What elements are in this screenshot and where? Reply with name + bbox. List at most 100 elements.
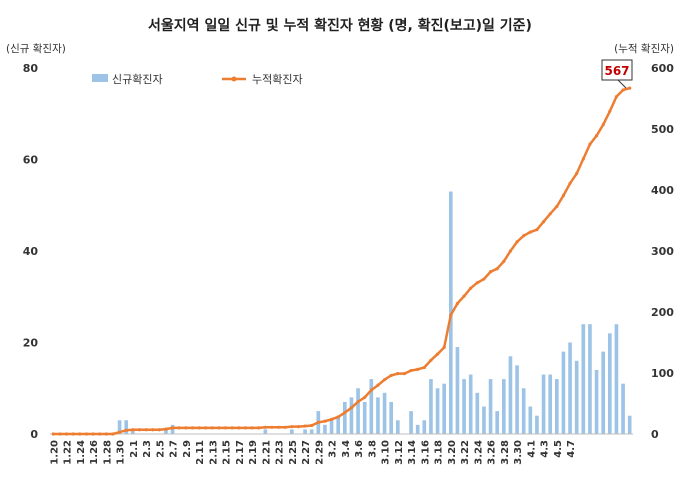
bar (329, 420, 334, 434)
final-value-callout: 567 (601, 59, 633, 89)
bar (601, 351, 606, 434)
x-tick-label: 3.20 (447, 440, 458, 465)
line-point (614, 95, 619, 99)
x-tick-label: 3.26 (487, 440, 498, 465)
x-tick-label: 4.7 (566, 440, 577, 458)
line-point (51, 432, 55, 436)
x-tick-label: 2.21 (261, 440, 272, 465)
line-point (323, 419, 327, 423)
line-point (475, 281, 479, 285)
line-point (575, 171, 579, 176)
right-axis-label: (누적 확진자) (614, 42, 674, 55)
right-tick-label: 600 (651, 62, 674, 75)
line-point (389, 373, 393, 378)
line-point (91, 432, 95, 436)
line-point (488, 270, 493, 274)
line-point (462, 294, 466, 298)
line-point (104, 432, 108, 436)
line-point (409, 368, 413, 373)
legend-swatch-bar (92, 74, 108, 82)
left-y-ticks: 0 20 40 60 80 (23, 62, 39, 441)
line-point (151, 428, 155, 432)
bar (468, 374, 473, 434)
bar (415, 424, 420, 434)
line-point (230, 426, 234, 430)
line-point (137, 428, 142, 432)
bar (614, 324, 619, 434)
x-tick-label: 2.25 (288, 440, 299, 465)
bar (349, 397, 354, 434)
bar (395, 420, 400, 434)
line-point (561, 193, 566, 198)
bar (541, 374, 546, 434)
line-point (329, 417, 334, 421)
x-tick-label: 3.24 (473, 440, 484, 465)
x-tick-label: 1.20 (49, 440, 60, 465)
bar (376, 397, 380, 434)
line-point (588, 142, 592, 146)
left-tick-label: 20 (23, 337, 39, 350)
bar (488, 379, 493, 434)
line-point (356, 400, 360, 404)
line-point (204, 426, 208, 430)
line-point (84, 432, 89, 436)
bar (515, 365, 519, 434)
bar (528, 406, 533, 434)
line-point (435, 352, 440, 356)
right-tick-label: 200 (651, 306, 674, 319)
x-tick-label: 2.3 (142, 440, 153, 458)
cumulative-line (53, 86, 631, 436)
line-point (502, 259, 506, 263)
bar (336, 415, 341, 434)
left-tick-label: 0 (30, 428, 38, 441)
bar (501, 379, 506, 434)
x-tick-label: 1.30 (116, 440, 127, 465)
line-point (197, 426, 201, 430)
line-point (243, 426, 248, 430)
line-point (310, 423, 314, 428)
x-tick-label: 4.1 (526, 440, 537, 458)
line-point (382, 378, 387, 382)
line-point (594, 134, 599, 138)
line-point (250, 426, 254, 430)
line-point (349, 406, 354, 410)
bar (164, 429, 168, 434)
x-tick-label: 1.24 (76, 440, 87, 465)
x-tick-label: 3.16 (420, 440, 431, 465)
x-tick-label: 3.22 (460, 440, 471, 465)
bar (581, 324, 586, 434)
line-point (343, 411, 347, 415)
legend-label-line: 누적확진자 (252, 73, 303, 86)
line-point (535, 228, 539, 232)
chart-title: 서울지역 일일 신규 및 누적 확진자 현황 (명, 확진(보고)일 기준) (148, 17, 532, 34)
line-point (237, 426, 241, 430)
line-point (416, 367, 420, 371)
bar (342, 401, 347, 434)
bar (548, 374, 553, 434)
x-tick-label: 3.14 (407, 440, 418, 465)
bar (362, 401, 367, 434)
line-point (548, 212, 552, 216)
bar (389, 401, 394, 434)
line-point (508, 249, 513, 253)
line-point (290, 425, 294, 429)
line-point (369, 388, 373, 392)
x-tick-label: 2.23 (275, 440, 286, 465)
x-tick-label: 1.22 (63, 440, 74, 465)
bar (574, 360, 579, 434)
legend: 신규확진자 누적확진자 (92, 73, 303, 86)
line-point (522, 234, 526, 238)
left-tick-label: 40 (23, 245, 39, 258)
bar (475, 392, 480, 434)
line-point (276, 425, 281, 429)
x-tick-label: 2.29 (314, 440, 325, 465)
line-point (482, 277, 486, 281)
bar (627, 415, 632, 434)
x-tick-label: 3.18 (434, 440, 445, 465)
bar (369, 379, 374, 434)
bar (309, 429, 314, 434)
bar (588, 324, 592, 434)
line-point (170, 426, 175, 430)
line-point (303, 424, 307, 428)
x-tick-label: 1.28 (102, 440, 113, 465)
